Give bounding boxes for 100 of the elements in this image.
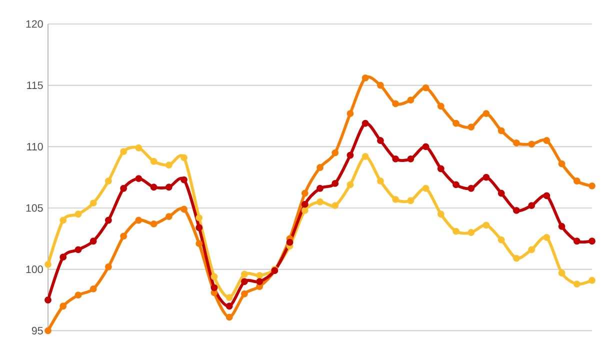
point — [165, 162, 172, 169]
point — [286, 238, 294, 246]
point — [74, 292, 82, 299]
point — [332, 149, 339, 156]
y-tick-label: 110 — [27, 142, 43, 150]
point — [528, 140, 536, 148]
point — [482, 222, 490, 229]
point — [150, 184, 158, 191]
point — [407, 197, 414, 204]
point — [543, 192, 550, 200]
point — [482, 110, 490, 118]
point — [558, 270, 566, 276]
y-tick-label: 95 — [32, 326, 43, 334]
point — [150, 220, 158, 228]
point — [60, 216, 67, 224]
y-tick-label: 120 — [26, 20, 43, 28]
point — [104, 178, 112, 184]
point — [316, 164, 324, 171]
point — [74, 246, 82, 254]
point — [362, 74, 369, 82]
point — [392, 100, 400, 108]
point — [452, 228, 460, 235]
point — [468, 229, 475, 236]
point — [422, 143, 430, 150]
point — [196, 224, 203, 232]
point — [528, 202, 536, 210]
point — [104, 263, 112, 270]
y-tick-label: 115 — [27, 82, 43, 90]
point — [256, 283, 264, 290]
point — [588, 276, 596, 284]
point — [316, 184, 324, 192]
point — [165, 213, 172, 220]
point — [196, 214, 203, 222]
point — [558, 222, 566, 230]
point — [90, 200, 97, 207]
point — [362, 153, 369, 160]
point — [407, 155, 414, 162]
point — [301, 190, 308, 197]
point — [44, 296, 52, 304]
point — [498, 127, 505, 134]
point — [498, 236, 505, 244]
point — [422, 84, 430, 92]
point — [240, 290, 248, 298]
point — [210, 273, 218, 280]
point — [90, 238, 97, 245]
point — [120, 184, 128, 192]
point — [180, 154, 188, 162]
point — [573, 238, 580, 245]
point — [512, 206, 520, 214]
point — [226, 294, 233, 302]
point — [498, 190, 505, 197]
point — [346, 181, 354, 188]
point — [226, 314, 233, 321]
point — [180, 206, 188, 213]
point — [120, 148, 128, 156]
point — [376, 137, 384, 144]
point — [468, 124, 475, 131]
point — [226, 302, 233, 310]
point — [543, 234, 550, 241]
point — [437, 165, 444, 172]
point — [332, 202, 339, 210]
point — [256, 272, 264, 279]
point — [437, 102, 444, 110]
point — [210, 284, 218, 292]
point — [104, 216, 112, 224]
point — [392, 155, 400, 162]
point — [528, 246, 536, 254]
point — [573, 280, 580, 288]
point — [422, 184, 430, 192]
point — [376, 178, 384, 184]
point — [74, 210, 82, 218]
point — [573, 178, 580, 184]
point — [316, 198, 324, 206]
point — [468, 184, 475, 192]
point — [452, 120, 460, 127]
point — [44, 327, 52, 334]
point — [588, 238, 596, 245]
point — [437, 210, 444, 218]
point — [90, 285, 97, 292]
point — [376, 82, 384, 89]
point — [44, 260, 52, 268]
point — [196, 240, 203, 248]
point — [180, 176, 188, 184]
point — [332, 180, 339, 187]
point — [135, 144, 142, 152]
point — [512, 254, 520, 262]
point — [60, 302, 67, 310]
point — [60, 254, 67, 261]
point — [210, 289, 218, 296]
y-tick-label: 100 — [26, 266, 43, 274]
point — [135, 216, 142, 224]
point — [407, 96, 414, 104]
point — [120, 232, 128, 240]
point — [346, 110, 354, 118]
point — [362, 120, 369, 127]
point — [543, 137, 550, 144]
point — [240, 270, 248, 278]
point — [165, 184, 172, 191]
point — [512, 140, 520, 146]
point — [558, 160, 566, 168]
